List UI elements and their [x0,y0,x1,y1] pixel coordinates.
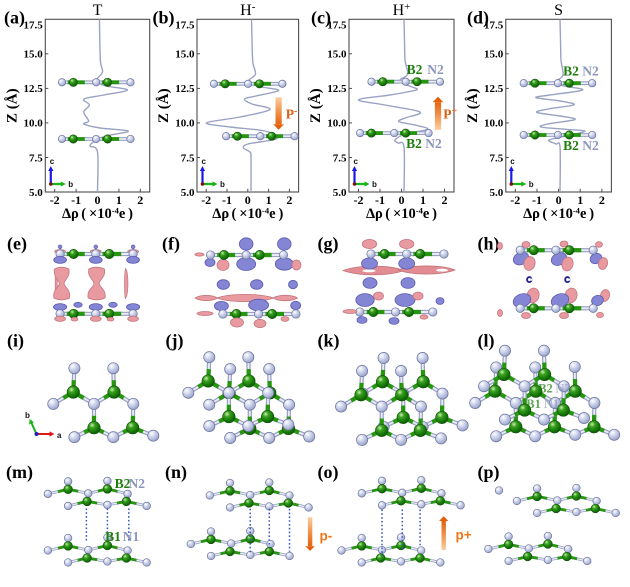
svg-text:17.5: 17.5 [327,19,347,31]
svg-text:5.0: 5.0 [181,187,195,199]
svg-text:T: T [93,2,103,19]
svg-text:Z (Å): Z (Å) [465,88,481,123]
svg-text:-1: -1 [532,193,542,207]
svg-text:a: a [57,431,62,440]
svg-text:12.5: 12.5 [24,83,44,95]
svg-text:Δρ ( ×10-4e ): Δρ ( ×10-4e ) [523,206,594,223]
svg-text:N2: N2 [582,64,599,79]
svg-text:Z (Å): Z (Å) [156,88,172,123]
svg-text:Δρ ( ×10-4e ): Δρ ( ×10-4e ) [212,206,283,223]
svg-text:12.5: 12.5 [484,83,504,95]
svg-text:c: c [50,157,55,166]
svg-text:10.0: 10.0 [484,118,504,130]
svg-text:0: 0 [399,193,405,207]
svg-text:7.5: 7.5 [490,152,504,164]
svg-text:(b): (b) [153,8,175,29]
svg-text:1: 1 [116,193,122,207]
svg-text:0: 0 [95,193,101,207]
svg-text:5.0: 5.0 [490,187,504,199]
svg-text:Δρ ( ×10-4e ): Δρ ( ×10-4e ) [62,206,133,223]
svg-text:N2: N2 [555,381,570,395]
svg-text:B2: B2 [406,136,422,151]
svg-text:b: b [529,180,534,189]
svg-text:c: c [202,157,207,166]
svg-text:b: b [372,180,377,189]
svg-text:12.5: 12.5 [175,83,195,95]
svg-text:N2: N2 [582,138,599,153]
svg-text:2: 2 [137,193,143,207]
svg-text:b: b [68,180,73,189]
svg-text:Z (Å): Z (Å) [4,88,20,123]
svg-text:B2: B2 [115,476,131,491]
svg-text:15.0: 15.0 [484,49,504,61]
svg-text:10.0: 10.0 [327,118,347,130]
svg-text:-1: -1 [222,193,232,207]
svg-text:-1: -1 [71,193,81,207]
svg-text:15.0: 15.0 [327,49,347,61]
svg-text:5.0: 5.0 [333,187,347,199]
svg-text:(l): (l) [478,331,495,352]
svg-text:7.5: 7.5 [333,152,347,164]
svg-text:(h): (h) [478,234,500,255]
svg-text:-1: -1 [375,193,385,207]
svg-text:S: S [554,2,563,19]
svg-text:17.5: 17.5 [484,19,504,31]
svg-text:B2: B2 [563,138,579,153]
svg-text:p+: p+ [456,528,472,543]
svg-text:15.0: 15.0 [24,49,44,61]
svg-text:b: b [25,411,30,420]
svg-text:(p): (p) [478,462,500,483]
svg-text:(o): (o) [318,462,339,483]
svg-text:5.0: 5.0 [29,187,43,199]
svg-text:7.5: 7.5 [29,152,43,164]
svg-text:7.5: 7.5 [181,152,195,164]
svg-text:0: 0 [556,193,562,207]
svg-text:p-: p- [320,529,333,544]
svg-text:-2: -2 [50,193,60,207]
svg-text:B2: B2 [563,64,579,79]
svg-text:0: 0 [245,193,251,207]
svg-text:17.5: 17.5 [175,19,195,31]
svg-text:(m): (m) [6,462,33,483]
svg-text:c: c [354,157,359,166]
svg-text:B1: B1 [105,529,121,544]
svg-text:2: 2 [599,193,605,207]
svg-text:B2: B2 [407,62,423,77]
svg-text:2: 2 [286,193,292,207]
svg-text:P-: P- [286,106,298,122]
svg-text:2: 2 [442,193,448,207]
svg-text:B1: B1 [526,397,541,411]
svg-text:1: 1 [266,193,272,207]
svg-text:Δρ ( ×10-4e ): Δρ ( ×10-4e ) [366,206,437,223]
svg-text:(d): (d) [467,8,489,29]
svg-text:(c): (c) [311,8,331,29]
svg-text:1: 1 [577,193,583,207]
svg-text:17.5: 17.5 [24,19,44,31]
svg-text:(g): (g) [318,234,339,255]
svg-text:-2: -2 [354,193,364,207]
svg-text:N2: N2 [425,136,442,151]
svg-text:B2: B2 [538,381,553,395]
svg-text:12.5: 12.5 [327,83,347,95]
svg-text:15.0: 15.0 [175,49,195,61]
svg-text:(i): (i) [7,331,24,352]
svg-text:(a): (a) [4,8,25,29]
svg-text:b: b [220,180,225,189]
svg-text:-2: -2 [201,193,211,207]
svg-text:10.0: 10.0 [175,118,195,130]
svg-text:Z (Å): Z (Å) [308,88,324,123]
svg-text:N2: N2 [427,62,444,77]
svg-text:c: c [510,157,515,166]
svg-text:(j): (j) [166,331,184,352]
svg-text:-2: -2 [510,193,520,207]
svg-text:(n): (n) [165,462,187,483]
svg-text:1: 1 [420,193,426,207]
svg-text:N2: N2 [129,476,146,491]
svg-text:(k): (k) [318,331,340,352]
svg-text:(f): (f) [162,234,180,255]
svg-text:N1: N1 [544,397,559,411]
svg-text:10.0: 10.0 [24,118,44,130]
svg-text:(e): (e) [7,234,27,255]
svg-text:N1: N1 [123,529,140,544]
